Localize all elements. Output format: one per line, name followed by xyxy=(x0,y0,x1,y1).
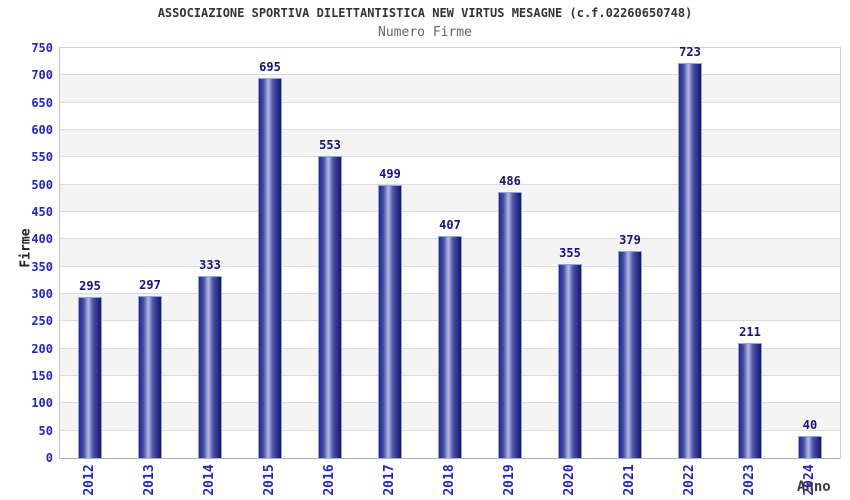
bar-2021 xyxy=(618,250,642,458)
x-tick-2016: 2016 xyxy=(322,464,337,496)
y-tick-150: 150 xyxy=(31,369,53,383)
y-tick-250: 250 xyxy=(31,314,53,329)
plot-band xyxy=(60,130,840,158)
y-tick-350: 350 xyxy=(31,259,53,274)
bar-value-2023: 211 xyxy=(739,324,761,339)
bar-2024 xyxy=(798,436,822,458)
y-axis: 0 50 100 150 200 250 300 350 400 450 500 550 600 650 7… xyxy=(0,41,53,465)
x-axis-label: Anno xyxy=(797,479,831,495)
gridline xyxy=(60,74,840,76)
y-tick-700: 700 xyxy=(31,68,53,83)
y-tick-650: 650 xyxy=(31,95,53,110)
bar-value-2015: 695 xyxy=(259,60,281,75)
bar-2016 xyxy=(318,155,342,458)
plot-area: 295 297 333 695 553 499 407 486 355 379 723 211 40 xyxy=(59,44,841,459)
y-tick-500: 500 xyxy=(31,177,53,192)
bar-2022 xyxy=(678,62,702,458)
x-tick-2014: 2014 xyxy=(202,464,217,496)
bar-value-2024: 40 xyxy=(802,418,818,433)
bar-value-2022: 723 xyxy=(679,44,701,59)
x-tick-2022: 2022 xyxy=(682,464,697,496)
y-tick-300: 300 xyxy=(31,287,53,301)
bar-2015 xyxy=(258,78,282,458)
bar-2018 xyxy=(438,235,462,458)
plot-band xyxy=(60,75,840,103)
chart-title: ASSOCIAZIONE SPORTIVA DILETTANTISTICA NE… xyxy=(157,6,693,20)
x-tick-2019: 2019 xyxy=(502,464,517,496)
gridline xyxy=(60,211,840,212)
plot-band xyxy=(60,184,840,212)
y-tick-550: 550 xyxy=(31,150,53,165)
bar-2017 xyxy=(378,185,402,458)
bar-2014 xyxy=(198,275,222,458)
x-tick-2015: 2015 xyxy=(262,464,277,496)
bar-value-2014: 333 xyxy=(199,257,221,272)
gridline xyxy=(60,129,840,130)
x-tick-2018: 2018 xyxy=(442,464,457,496)
bar-2012 xyxy=(78,296,102,458)
gridline xyxy=(60,101,840,103)
y-tick-0: 0 xyxy=(45,451,53,465)
bar-2023 xyxy=(738,342,762,458)
gridline xyxy=(60,183,840,185)
x-tick-2013: 2013 xyxy=(142,464,157,496)
y-tick-200: 200 xyxy=(31,341,53,356)
x-tick-2023: 2023 xyxy=(742,464,757,496)
y-tick-750: 750 xyxy=(31,41,53,55)
bar-2013 xyxy=(138,295,162,458)
chart-subtitle: Numero Firme xyxy=(378,25,472,40)
y-tick-450: 450 xyxy=(31,205,53,219)
bar-value-2020: 355 xyxy=(559,245,581,260)
bar-value-2017: 499 xyxy=(379,167,401,182)
gridline xyxy=(60,156,840,158)
y-tick-400: 400 xyxy=(31,232,53,247)
bar-2020 xyxy=(558,263,582,458)
x-tick-2020: 2020 xyxy=(562,464,577,496)
bar-value-2012: 295 xyxy=(79,278,101,293)
x-axis: 2012 2013 2014 2015 2016 2017 2018 2019 2020 2021… xyxy=(60,459,840,500)
x-tick-2021: 2021 xyxy=(622,464,637,496)
bar-value-2019: 486 xyxy=(499,174,521,189)
y-tick-600: 600 xyxy=(31,123,53,137)
y-tick-100: 100 xyxy=(31,396,53,411)
bar-value-2021: 379 xyxy=(619,232,641,247)
bar-2019 xyxy=(498,192,522,458)
bar-value-2018: 407 xyxy=(439,217,461,232)
x-tick-2017: 2017 xyxy=(382,464,397,496)
y-tick-50: 50 xyxy=(38,423,53,438)
bar-value-2013: 297 xyxy=(139,277,161,292)
bar-value-2016: 553 xyxy=(319,137,341,152)
x-tick-2012: 2012 xyxy=(82,464,97,496)
